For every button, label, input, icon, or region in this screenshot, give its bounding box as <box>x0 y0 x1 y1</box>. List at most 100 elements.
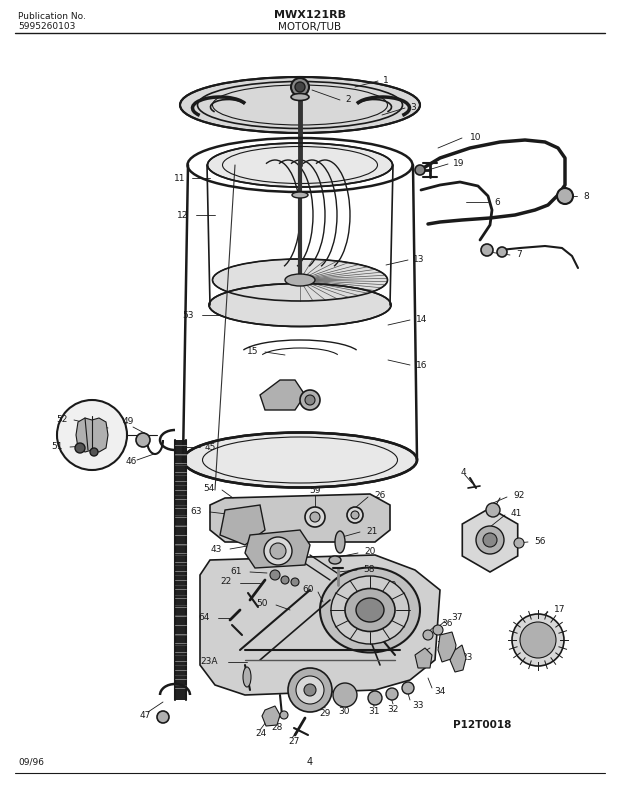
Circle shape <box>512 614 564 666</box>
Text: 52: 52 <box>56 414 68 423</box>
Ellipse shape <box>345 589 395 631</box>
Text: 45: 45 <box>205 442 216 452</box>
Text: 5995260103: 5995260103 <box>18 22 76 31</box>
Text: 40: 40 <box>386 581 397 591</box>
Circle shape <box>280 711 288 719</box>
Text: 11: 11 <box>174 173 185 183</box>
Ellipse shape <box>183 433 417 487</box>
Text: 41: 41 <box>511 509 523 517</box>
Circle shape <box>264 537 292 565</box>
Polygon shape <box>175 440 186 700</box>
Ellipse shape <box>213 259 388 301</box>
Text: 09/96: 09/96 <box>18 758 44 766</box>
Circle shape <box>295 82 305 92</box>
Text: Publication No.: Publication No. <box>18 12 86 21</box>
Text: 14: 14 <box>416 315 427 324</box>
Text: 56: 56 <box>534 536 546 546</box>
Text: 28: 28 <box>271 722 282 732</box>
Circle shape <box>520 622 556 658</box>
Text: 47: 47 <box>140 711 151 721</box>
Text: 22: 22 <box>221 577 232 586</box>
Text: 64: 64 <box>198 612 210 622</box>
Text: 29: 29 <box>319 709 330 717</box>
Text: 60: 60 <box>303 585 314 593</box>
Circle shape <box>486 503 500 517</box>
Polygon shape <box>438 632 456 662</box>
Circle shape <box>333 683 357 707</box>
Ellipse shape <box>331 576 409 644</box>
Text: 8: 8 <box>583 191 589 200</box>
Text: 51: 51 <box>51 441 63 451</box>
Circle shape <box>497 247 507 257</box>
Polygon shape <box>76 418 108 452</box>
Circle shape <box>476 526 504 554</box>
Text: 21: 21 <box>366 527 378 536</box>
Circle shape <box>415 165 425 175</box>
Text: 19: 19 <box>453 158 464 168</box>
Text: 54: 54 <box>203 483 215 493</box>
Circle shape <box>90 448 98 456</box>
Text: 92: 92 <box>513 490 525 499</box>
Text: 4: 4 <box>307 757 313 767</box>
Circle shape <box>305 507 325 527</box>
Polygon shape <box>200 555 440 695</box>
Text: P12T0018: P12T0018 <box>453 720 511 730</box>
Circle shape <box>270 543 286 559</box>
Text: 24: 24 <box>255 729 266 737</box>
Text: 10: 10 <box>470 133 482 142</box>
Text: 26: 26 <box>374 490 386 499</box>
Text: 63: 63 <box>190 506 202 516</box>
Circle shape <box>75 443 85 453</box>
Circle shape <box>423 630 433 640</box>
Polygon shape <box>245 530 310 568</box>
Circle shape <box>300 390 320 410</box>
Circle shape <box>483 533 497 547</box>
Text: 46: 46 <box>126 456 138 465</box>
Circle shape <box>351 511 359 519</box>
Polygon shape <box>260 380 305 410</box>
Circle shape <box>288 668 332 712</box>
Text: 20: 20 <box>364 547 375 557</box>
Circle shape <box>281 576 289 584</box>
Text: 2: 2 <box>345 94 351 104</box>
Ellipse shape <box>208 143 392 187</box>
Text: 34: 34 <box>434 687 445 697</box>
Text: 58: 58 <box>363 565 374 573</box>
Circle shape <box>481 244 493 256</box>
Circle shape <box>402 682 414 694</box>
Circle shape <box>368 691 382 705</box>
Text: 49: 49 <box>123 417 135 426</box>
Text: MWX121RB: MWX121RB <box>274 10 346 20</box>
Ellipse shape <box>243 667 251 687</box>
Text: 33: 33 <box>412 701 423 710</box>
Text: 12: 12 <box>177 210 188 219</box>
Text: 1: 1 <box>383 75 389 85</box>
Text: 3: 3 <box>410 103 416 112</box>
Circle shape <box>305 395 315 405</box>
Circle shape <box>291 78 309 96</box>
Text: 37: 37 <box>451 614 463 623</box>
Text: 23: 23 <box>461 653 472 661</box>
Polygon shape <box>450 645 466 672</box>
Circle shape <box>347 507 363 523</box>
Text: 23A: 23A <box>200 657 218 665</box>
Circle shape <box>514 538 524 548</box>
Text: 30: 30 <box>339 707 350 717</box>
Circle shape <box>136 433 150 447</box>
Text: 35: 35 <box>436 641 448 649</box>
Circle shape <box>291 578 299 586</box>
Text: 36: 36 <box>441 619 453 627</box>
Polygon shape <box>220 505 265 545</box>
Polygon shape <box>415 648 432 668</box>
Text: 7: 7 <box>516 249 522 259</box>
Circle shape <box>310 512 320 522</box>
Polygon shape <box>463 508 518 572</box>
Polygon shape <box>210 494 390 542</box>
Text: 50: 50 <box>257 599 268 607</box>
Text: 4: 4 <box>461 467 467 476</box>
Text: 31: 31 <box>368 707 379 717</box>
Text: 32: 32 <box>388 705 399 713</box>
Circle shape <box>304 684 316 696</box>
Ellipse shape <box>335 531 345 553</box>
Ellipse shape <box>356 598 384 622</box>
